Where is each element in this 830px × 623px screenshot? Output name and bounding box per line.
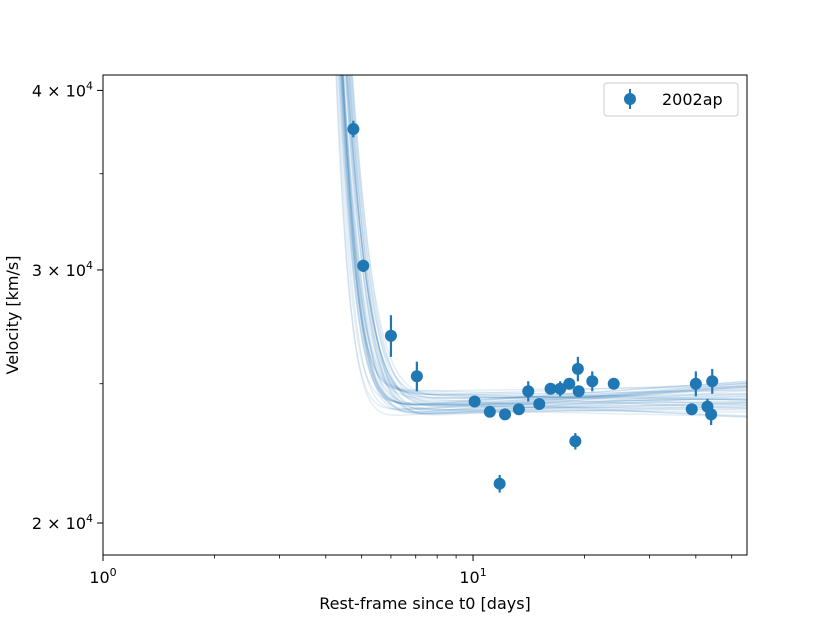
fit-curve <box>342 75 747 396</box>
y-axis-label: Velocity [km/s] <box>3 256 22 375</box>
data-point <box>563 377 576 390</box>
fit-curve <box>347 75 747 418</box>
fit-curve <box>350 75 747 400</box>
data-point <box>410 370 423 383</box>
fit-curve <box>351 75 747 401</box>
x-axis-ticks: 100 101 <box>89 555 733 587</box>
data-point <box>586 375 599 388</box>
fit-curve <box>340 75 747 405</box>
data-point <box>572 385 585 398</box>
data-point <box>347 123 360 136</box>
y-axis-ticks: 2 × 104 3 × 104 4 × 104 <box>32 79 103 533</box>
data-point <box>384 329 397 342</box>
fit-curve <box>347 75 747 399</box>
data-point <box>468 395 481 408</box>
fit-curve <box>342 75 747 413</box>
legend-marker <box>624 93 636 105</box>
data-point <box>498 408 511 421</box>
data-point <box>685 403 698 416</box>
data-point <box>689 377 702 390</box>
data-point <box>706 375 719 388</box>
data-point <box>522 385 535 398</box>
data-point <box>554 382 567 395</box>
fit-curve <box>341 75 747 405</box>
data-point <box>483 405 496 418</box>
data-point <box>533 398 546 411</box>
fit-curve <box>342 75 747 414</box>
fit-curve <box>340 75 747 392</box>
legend: 2002ap <box>603 82 739 117</box>
fit-curve <box>346 75 747 402</box>
x-axis-label: Rest-frame since t0 [days] <box>319 594 531 613</box>
x-tick-label: 101 <box>459 566 486 587</box>
data-point <box>705 408 718 421</box>
y-tick-label: 4 × 104 <box>32 79 93 100</box>
fit-curve <box>341 75 747 402</box>
legend-box <box>603 82 739 117</box>
data-point <box>571 362 584 375</box>
fit-curve <box>340 75 747 401</box>
fit-curve <box>339 75 747 406</box>
fit-curve <box>344 75 747 399</box>
data-point <box>512 403 525 416</box>
data-point <box>544 382 557 395</box>
fit-curve <box>348 75 747 396</box>
fit-curve <box>348 75 747 415</box>
data-point <box>493 477 506 490</box>
legend-label: 2002ap <box>662 90 723 109</box>
data-point <box>607 377 620 390</box>
plot-area <box>103 75 747 555</box>
x-tick-label: 100 <box>89 566 116 587</box>
y-tick-label: 3 × 104 <box>32 259 93 280</box>
plot-frame <box>102 74 748 556</box>
data-point <box>569 435 582 448</box>
fit-curve <box>351 75 747 403</box>
data-points <box>347 120 719 493</box>
y-tick-label: 2 × 104 <box>32 512 93 533</box>
data-point <box>357 259 370 272</box>
fit-curve <box>348 75 747 413</box>
